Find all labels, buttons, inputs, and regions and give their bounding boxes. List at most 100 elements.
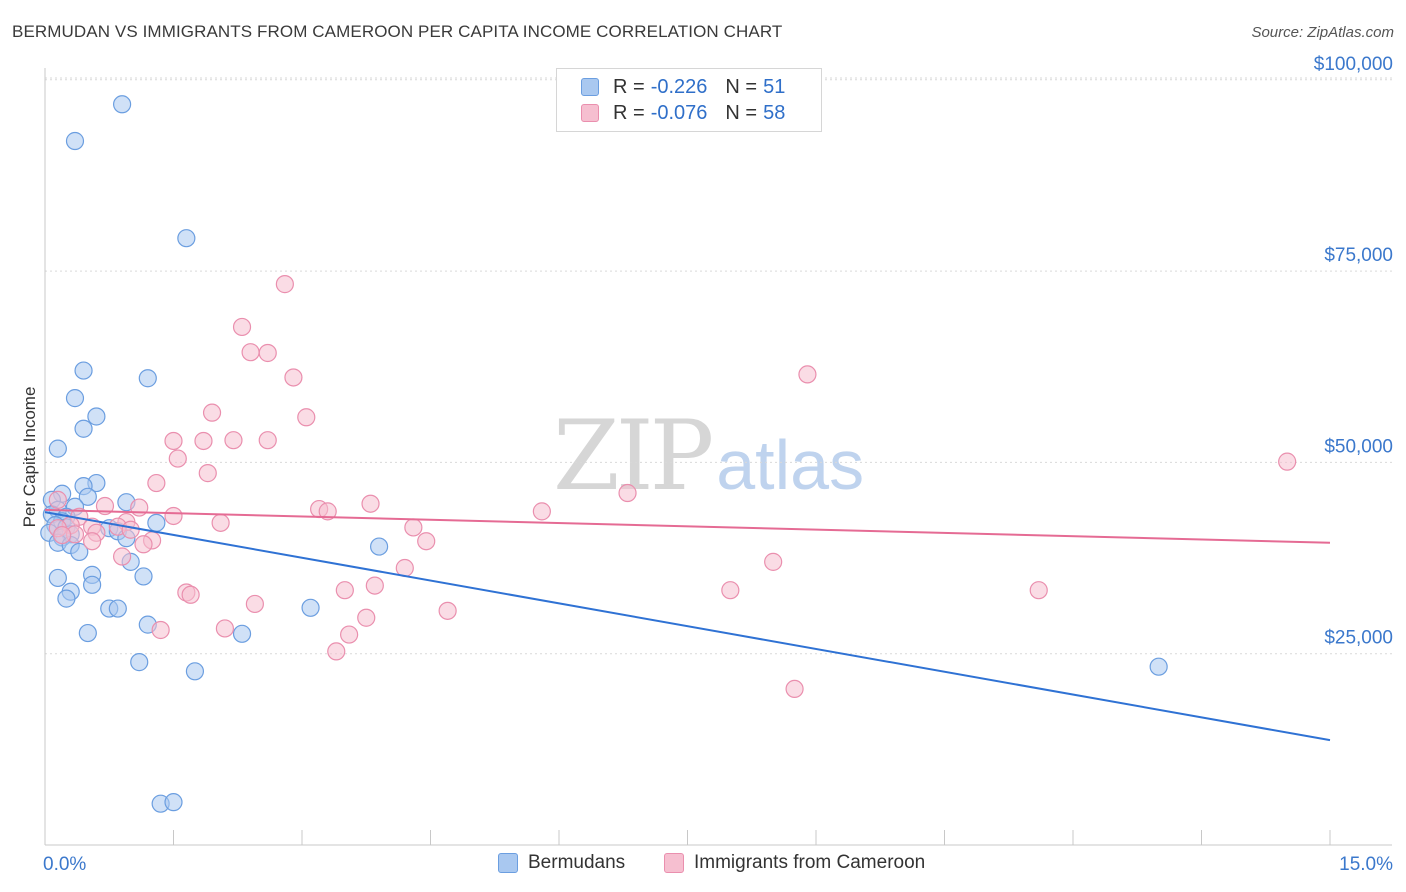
legend-r-value: -0.226: [650, 75, 708, 98]
trend-lines: [44, 508, 1331, 742]
watermark-atlas: atlas: [716, 426, 865, 504]
bermudans-point: [65, 131, 85, 151]
bermudans-point: [87, 407, 106, 426]
bermudans-point: [232, 624, 252, 643]
cameroon-point: [53, 525, 72, 545]
cameroon-point: [297, 408, 316, 427]
bermudans-point: [301, 598, 320, 617]
legend-item-bermudans[interactable]: Bermudans: [498, 852, 625, 874]
bermudans-point: [65, 389, 85, 408]
cameroon-point: [232, 317, 252, 337]
cameroon-point: [48, 490, 67, 509]
cameroon-point: [764, 552, 783, 571]
cameroon-point: [1029, 581, 1048, 600]
legend-n-label: N =: [725, 101, 758, 124]
bermudans-point: [83, 575, 102, 594]
legend-r-value: -0.076: [650, 101, 708, 124]
bermudans-point: [48, 439, 67, 458]
bermudans-point: [177, 229, 196, 248]
legend-r-label: R =: [613, 75, 645, 98]
bermudans-point: [48, 568, 67, 588]
cameroon-point: [112, 547, 132, 566]
cameroon-point: [258, 343, 277, 363]
cameroon-point: [284, 368, 303, 387]
cameroon-point: [532, 502, 551, 521]
bermudans-point: [164, 793, 183, 812]
chart-title: BERMUDAN VS IMMIGRANTS FROM CAMEROON PER…: [12, 22, 783, 41]
y-tick-label: $75,000: [1324, 245, 1393, 266]
cameroon-legend-label: Immigrants from Cameroon: [694, 852, 926, 873]
cameroon-point: [83, 532, 102, 551]
cameroon-point: [361, 494, 380, 513]
legend-row-cameroon: R = -0.076 N = 58: [581, 100, 785, 126]
bermudans-swatch: [581, 78, 599, 96]
bermudans-legend-swatch: [498, 853, 518, 873]
legend-r-label: R =: [613, 101, 645, 124]
cameroon-point: [245, 594, 264, 614]
cameroon-point: [215, 619, 234, 638]
cameroon-point: [211, 513, 230, 532]
cameroon-point: [224, 431, 243, 450]
bermudans-point: [1149, 657, 1168, 676]
cameroon-point: [134, 535, 153, 554]
axes: [44, 68, 1392, 846]
y-tick-label: $50,000: [1324, 436, 1393, 457]
cameroon-point: [404, 518, 423, 537]
cameroon-point: [164, 506, 183, 526]
cameroon-point: [340, 625, 359, 644]
x-tick-label-max: 15.0%: [1339, 854, 1393, 875]
bermudans-point: [130, 653, 149, 672]
legend-n-value: 58: [763, 101, 786, 124]
cameroon-point: [785, 679, 804, 698]
axis-labels: $25,000 $50,000 $75,000 $100,000 0.0% 15.0% Pe…: [20, 54, 1393, 875]
legend-item-cameroon[interactable]: Immigrants from Cameroon: [664, 852, 925, 874]
cameroon-swatch: [581, 104, 599, 122]
bermudans-point: [70, 542, 89, 562]
cameroon-point: [147, 473, 166, 493]
bermudans-point: [108, 599, 127, 618]
cameroon-point: [318, 502, 337, 521]
y-axis-title: Per Capita Income: [20, 387, 39, 528]
cameroon-point: [417, 532, 436, 551]
cameroon-legend-swatch: [664, 853, 684, 873]
bermudans-point: [57, 589, 76, 608]
cameroon-point: [241, 343, 260, 362]
cameroon-point: [335, 581, 354, 600]
cameroon-point: [151, 620, 170, 640]
bermudans-point: [138, 369, 157, 388]
legend-row-bermudans: R = -0.226 N = 51: [581, 74, 785, 100]
cameroon-point: [275, 275, 294, 294]
cameroon-point: [1278, 452, 1297, 471]
cameroon-point: [95, 496, 115, 516]
cameroon-point: [798, 365, 817, 384]
y-tick-label: $100,000: [1314, 54, 1393, 75]
bermudans-point: [185, 662, 205, 681]
bermudans-point: [74, 419, 93, 438]
legend-n-value: 51: [763, 75, 786, 98]
cameroon-point: [357, 608, 376, 627]
cameroon-point: [121, 520, 140, 539]
x-tick-label-min: 0.0%: [43, 854, 86, 875]
correlation-legend: R = -0.226 N = 51 R = -0.076 N = 58: [556, 68, 822, 132]
bermudans-point: [78, 623, 97, 643]
gridlines: [45, 77, 1392, 655]
bermudans-trend-line: [44, 511, 1331, 742]
cameroon-trend-line: [44, 508, 1331, 544]
cameroon-point: [181, 585, 200, 604]
legend-n-label: N =: [725, 75, 758, 98]
bermudans-point: [370, 537, 389, 556]
series-legend: Bermudans Immigrants from Cameroon: [0, 852, 1406, 878]
bermudans-point: [147, 513, 166, 532]
cameroon-point: [194, 431, 213, 451]
cameroon-point: [168, 449, 187, 468]
data-points: [40, 95, 1297, 813]
cameroon-point: [438, 601, 457, 620]
cameroon-point: [327, 642, 346, 661]
source-credit: Source: ZipAtlas.com: [1251, 24, 1394, 41]
bermudans-point: [74, 361, 93, 380]
cameroon-point: [198, 464, 217, 483]
y-tick-label: $25,000: [1324, 628, 1393, 649]
cameroon-point: [618, 483, 637, 503]
cameroon-point: [258, 431, 277, 450]
cameroon-point: [365, 576, 384, 595]
